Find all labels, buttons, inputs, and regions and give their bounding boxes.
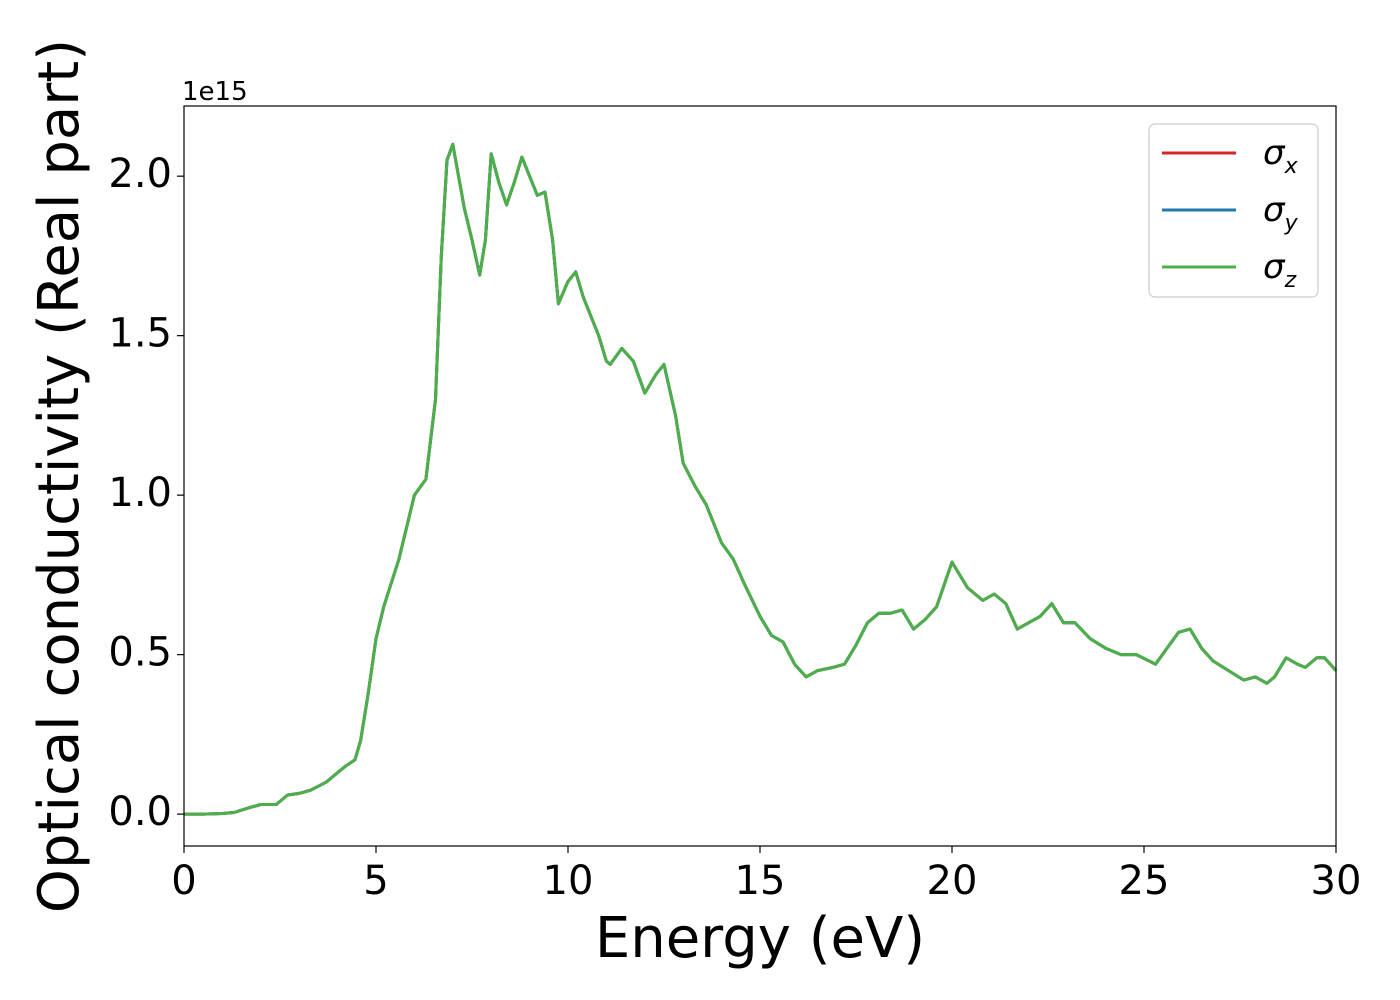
x-axis: 0 5 10 15 20 25 30 xyxy=(171,846,1361,904)
y-offset-label: 1e15 xyxy=(182,77,248,107)
y-tick-label: 0.5 xyxy=(108,630,172,676)
x-tick-label: 5 xyxy=(363,858,388,904)
y-tick-label: 0.0 xyxy=(108,789,172,835)
x-axis-title: Energy (eV) xyxy=(595,906,925,971)
legend-label-sigma-y: σy xyxy=(1263,190,1299,236)
series-line-sigma-z xyxy=(184,142,1338,816)
y-axis-title: Optical conductivity (Real part) xyxy=(27,39,92,913)
x-tick-label: 20 xyxy=(927,858,978,904)
y-axis: 0.0 0.5 1.0 1.5 2.0 xyxy=(108,151,184,835)
y-tick-label: 1.5 xyxy=(108,311,172,357)
x-tick-label: 25 xyxy=(1119,858,1170,904)
x-tick-label: 15 xyxy=(735,858,786,904)
legend-label-sigma-x: σx xyxy=(1263,133,1299,179)
x-tick-label: 30 xyxy=(1311,858,1362,904)
x-tick-label: 10 xyxy=(543,858,594,904)
y-tick-label: 1.0 xyxy=(108,470,172,516)
x-tick-label: 0 xyxy=(171,858,196,904)
y-tick-label: 2.0 xyxy=(108,151,172,197)
series-layer xyxy=(184,142,1338,816)
